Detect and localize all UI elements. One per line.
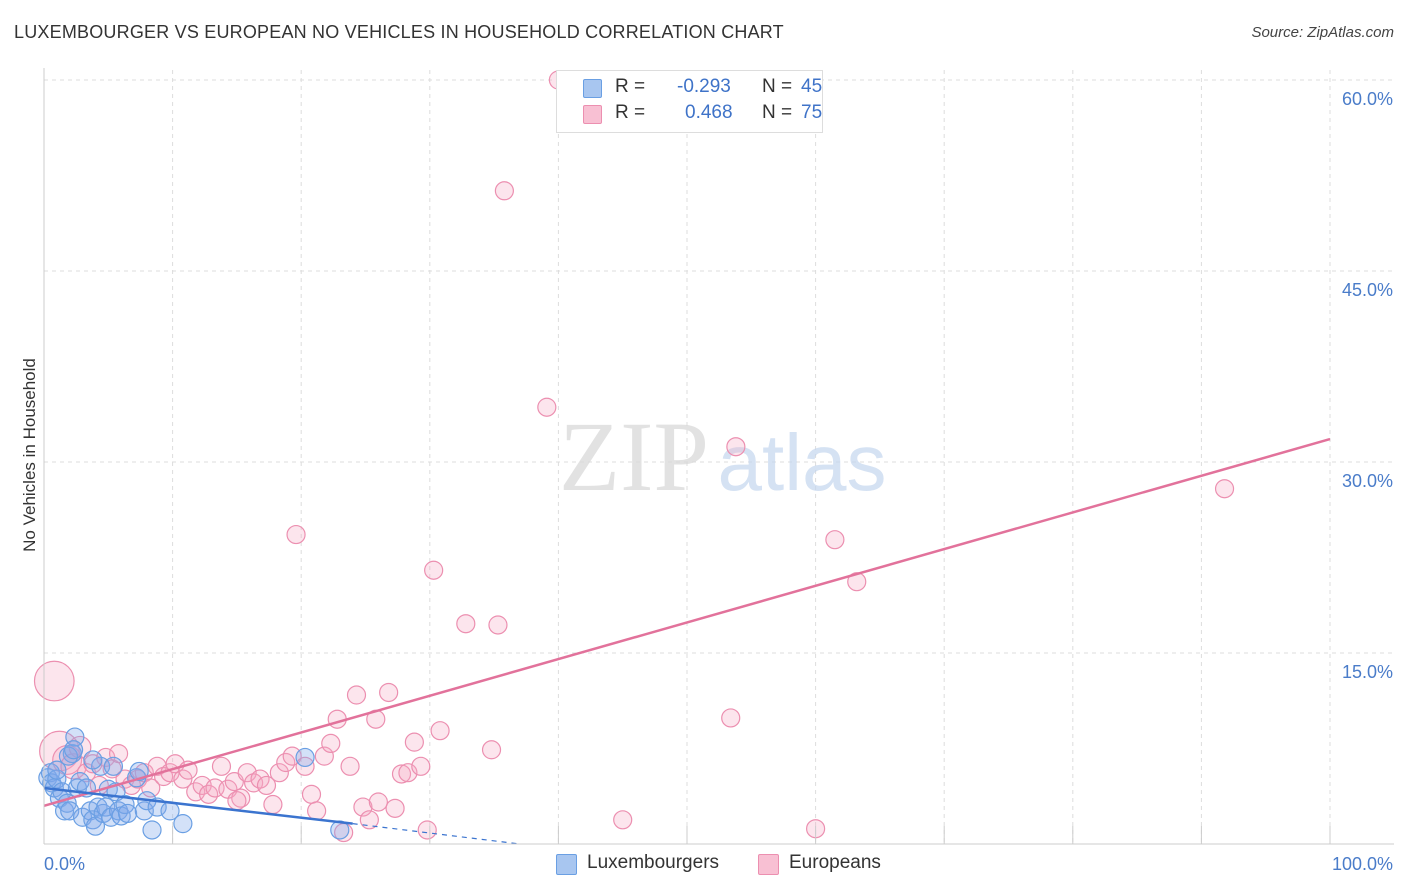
bottom-legend-label: Europeans (789, 852, 881, 873)
source-attribution: Source: ZipAtlas.com (1251, 24, 1394, 41)
europeans-point (1214, 479, 1235, 499)
y-tick-label: 45.0% (1342, 280, 1393, 300)
europeans-point (411, 756, 431, 776)
europeans-point (537, 397, 557, 417)
europeans-point (227, 791, 247, 811)
luxembourgers-trend-line (43, 786, 353, 825)
europeans-point (494, 181, 514, 201)
europeans-point (613, 810, 633, 830)
y-axis-label: No Vehicles in Household (20, 358, 39, 552)
luxembourgers-point (129, 761, 149, 782)
europeans-point (286, 524, 306, 545)
grid-layer (44, 70, 1394, 844)
europeans-point (301, 784, 322, 804)
europeans-point (726, 437, 746, 457)
europeans-point (385, 798, 405, 818)
watermark: ZIP atlas (559, 401, 886, 512)
luxembourgers-point (54, 801, 75, 821)
legend-r-label: R = (615, 76, 646, 97)
watermark-atlas: atlas (718, 418, 887, 507)
europeans-point (404, 732, 424, 752)
y-tick-label: 15.0% (1342, 662, 1393, 682)
europeans-point (256, 775, 277, 796)
europeans-point (269, 763, 289, 783)
luxembourgers-point (47, 760, 67, 780)
europeans-point (379, 682, 399, 703)
europeans-point (340, 756, 360, 776)
europeans-point (33, 660, 75, 702)
legend-r-label: R = (615, 102, 646, 123)
legend-r-value: -0.293 (677, 76, 731, 97)
legend-swatch-blue (583, 79, 602, 98)
europeans-point (456, 614, 476, 634)
legend-r-value: 0.468 (685, 102, 733, 123)
luxembourgers-trend-extension (352, 823, 520, 845)
watermark-zip: ZIP (559, 401, 709, 512)
luxembourgers-point (88, 797, 108, 817)
luxembourgers-point (58, 746, 79, 766)
trend-lines (43, 437, 1331, 845)
europeans-point (391, 764, 412, 784)
europeans-point (263, 794, 283, 815)
legend-n-value: 75 (801, 102, 823, 123)
europeans-point (321, 733, 341, 754)
luxembourgers-points (38, 727, 350, 840)
correlation-legend: R = -0.293 N = 45 R = 0.468 N = 75 (556, 70, 823, 133)
europeans-trend-line (43, 437, 1331, 808)
luxembourgers-point (142, 820, 162, 840)
bottom-legend-swatch-blue (556, 854, 577, 875)
europeans-point (173, 769, 193, 789)
europeans-point (488, 615, 508, 635)
europeans-point (430, 721, 450, 741)
europeans-point (346, 685, 367, 705)
europeans-point (721, 708, 741, 728)
legend-n-label: N = (762, 102, 793, 123)
europeans-point (108, 743, 129, 764)
y-tick-label: 60.0% (1342, 89, 1393, 109)
luxembourgers-point (103, 756, 124, 776)
bottom-legend-label: Luxembourgers (587, 852, 720, 873)
europeans-point (211, 756, 232, 776)
x-tick-label: 0.0% (44, 854, 85, 874)
legend-swatch-pink (583, 105, 602, 124)
europeans-point (359, 810, 379, 830)
europeans-point (368, 792, 388, 812)
luxembourgers-point (117, 803, 138, 824)
bottom-legend-swatch-pink (758, 854, 779, 875)
x-tick-label: 100.0% (1332, 854, 1393, 874)
luxembourgers-point (83, 750, 103, 770)
luxembourgers-point (63, 740, 84, 760)
luxembourgers-point (295, 747, 315, 768)
legend-n-value: 45 (801, 76, 823, 97)
europeans-point (417, 820, 437, 840)
europeans-point (141, 778, 161, 798)
europeans-point (307, 801, 327, 821)
chart-title: LUXEMBOURGER VS EUROPEAN NO VEHICLES IN … (14, 22, 784, 42)
luxembourgers-point (173, 814, 193, 834)
axis-layer: 15.0% 30.0% 45.0% 60.0% 0.0% 100.0% (43, 68, 1394, 874)
europeans-point (424, 560, 444, 580)
y-tick-label: 30.0% (1342, 471, 1393, 491)
europeans-point (825, 530, 845, 550)
europeans-point (847, 572, 867, 592)
legend-n-label: N = (762, 76, 793, 97)
europeans-point (481, 740, 502, 760)
